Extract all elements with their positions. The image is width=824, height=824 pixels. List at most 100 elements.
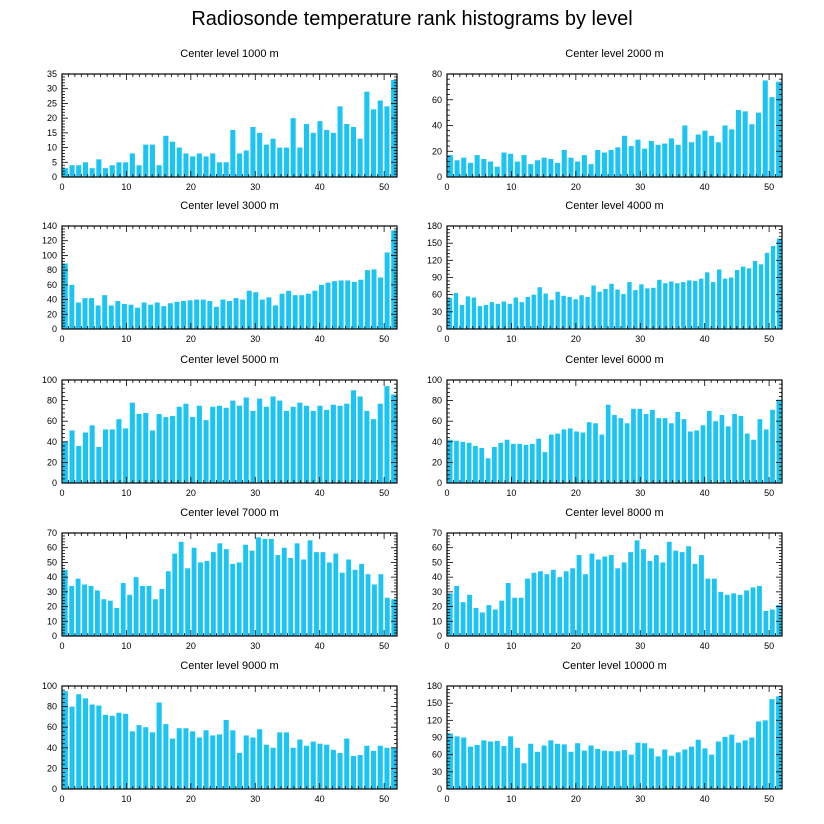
x-tick-label: 20 xyxy=(186,794,196,804)
bar xyxy=(641,549,646,636)
bar xyxy=(196,737,202,789)
y-tick-label: 20 xyxy=(47,763,57,773)
bar xyxy=(292,295,298,329)
bar xyxy=(580,432,586,483)
bar xyxy=(103,429,109,483)
bar xyxy=(377,745,383,789)
bar xyxy=(634,540,640,636)
bar xyxy=(82,298,88,329)
bar xyxy=(310,132,316,177)
bar xyxy=(715,142,721,177)
bar xyxy=(700,425,706,483)
bar xyxy=(116,419,122,483)
bar xyxy=(136,165,142,177)
panel-title: Center level 1000 m xyxy=(180,48,278,60)
bar xyxy=(715,741,721,789)
x-tick-label: 40 xyxy=(315,488,325,498)
bar xyxy=(692,563,698,636)
bar xyxy=(109,715,115,789)
bar xyxy=(350,126,356,177)
bar xyxy=(89,168,95,177)
bar xyxy=(357,396,363,483)
bar xyxy=(589,553,595,636)
bar xyxy=(250,126,256,177)
bar xyxy=(210,406,216,483)
bar xyxy=(494,166,500,177)
x-tick-label: 30 xyxy=(635,794,645,804)
x-tick-label: 10 xyxy=(121,641,131,651)
x-tick-label: 0 xyxy=(444,794,449,804)
bar xyxy=(586,422,592,483)
bar xyxy=(176,406,182,483)
bar xyxy=(149,144,155,177)
bar xyxy=(371,419,377,483)
bar xyxy=(317,121,323,177)
bar xyxy=(492,446,497,483)
bar xyxy=(454,160,460,177)
bar xyxy=(615,147,621,177)
bar xyxy=(521,155,527,177)
bar xyxy=(364,410,370,483)
bar xyxy=(203,420,209,483)
bar xyxy=(537,287,542,329)
bar xyxy=(204,560,210,636)
bar xyxy=(549,299,554,329)
bar xyxy=(681,419,687,483)
bar xyxy=(344,124,350,177)
bar xyxy=(320,552,326,636)
bar xyxy=(776,399,782,483)
y-tick-label: 20 xyxy=(47,113,57,123)
bar xyxy=(69,585,75,636)
bar xyxy=(377,100,383,177)
bar xyxy=(561,744,567,789)
bar xyxy=(762,720,768,789)
bar xyxy=(257,729,263,789)
figure-title: Radiosonde temperature rank histograms b… xyxy=(191,8,633,30)
bar xyxy=(595,149,601,177)
bar xyxy=(337,752,343,789)
bar xyxy=(136,413,142,483)
bar xyxy=(283,410,289,483)
bar xyxy=(198,562,203,636)
y-tick-label: 0 xyxy=(437,478,442,488)
bar xyxy=(513,297,518,329)
bar xyxy=(514,747,520,789)
y-tick-label: 0 xyxy=(437,784,442,794)
bar xyxy=(776,81,782,177)
bar xyxy=(159,588,165,636)
bar xyxy=(89,298,95,329)
bar xyxy=(156,702,162,789)
bar xyxy=(628,754,634,789)
y-tick-label: 30 xyxy=(47,587,57,597)
y-tick-label: 70 xyxy=(432,528,442,538)
bar xyxy=(501,301,507,329)
bar xyxy=(744,590,749,636)
bar xyxy=(207,301,213,329)
bar xyxy=(719,415,725,483)
bar xyxy=(123,713,129,789)
panel-1: Center level 1000 m 0 10 20 30 40 50 0 5 10 15 20 25… xyxy=(47,48,398,192)
y-tick-label: 80 xyxy=(432,396,442,406)
bar xyxy=(555,743,561,789)
bar xyxy=(477,306,483,329)
bar xyxy=(95,590,100,636)
bar xyxy=(190,156,196,177)
bar xyxy=(220,299,226,329)
bar xyxy=(384,252,390,329)
bar xyxy=(628,146,634,177)
bar xyxy=(711,578,717,636)
bar xyxy=(216,162,222,177)
bar xyxy=(682,125,688,177)
bar xyxy=(605,404,611,483)
bar xyxy=(729,734,735,789)
bar xyxy=(135,307,141,329)
x-tick-label: 20 xyxy=(571,334,581,344)
bar xyxy=(140,585,145,636)
bar xyxy=(324,129,330,177)
bar xyxy=(364,91,370,177)
x-tick-label: 30 xyxy=(635,641,645,651)
y-tick-label: 30 xyxy=(47,84,57,94)
bar xyxy=(129,402,135,483)
bar xyxy=(136,725,142,789)
bar xyxy=(776,696,782,789)
